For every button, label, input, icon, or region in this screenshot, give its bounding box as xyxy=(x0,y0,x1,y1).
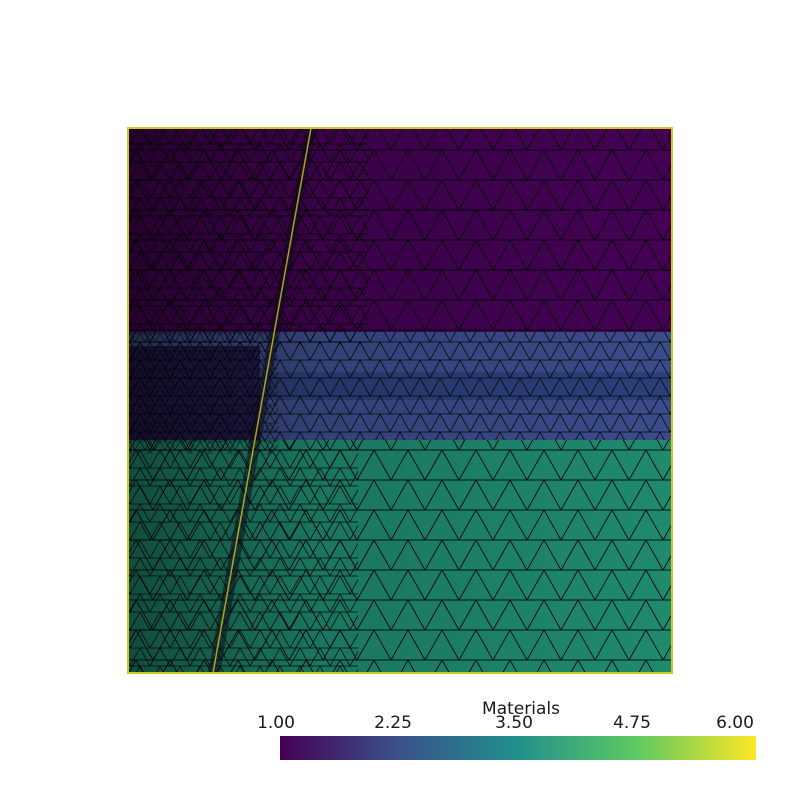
colorbar-tick-3: 3.50 xyxy=(495,713,533,733)
colorbar-tick-4: 4.75 xyxy=(613,713,651,733)
colorbar-title: Materials xyxy=(482,699,560,719)
fault-line xyxy=(212,127,312,674)
colorbar-tick-1: 1.00 xyxy=(257,713,295,733)
colorbar-tick-5: 6.00 xyxy=(716,713,754,733)
density-shading xyxy=(128,128,672,673)
domain-boundary xyxy=(127,127,673,674)
colorbar-gradient xyxy=(280,736,756,760)
mesh-domain xyxy=(127,127,673,674)
colorbar-tick-2: 2.25 xyxy=(374,713,412,733)
